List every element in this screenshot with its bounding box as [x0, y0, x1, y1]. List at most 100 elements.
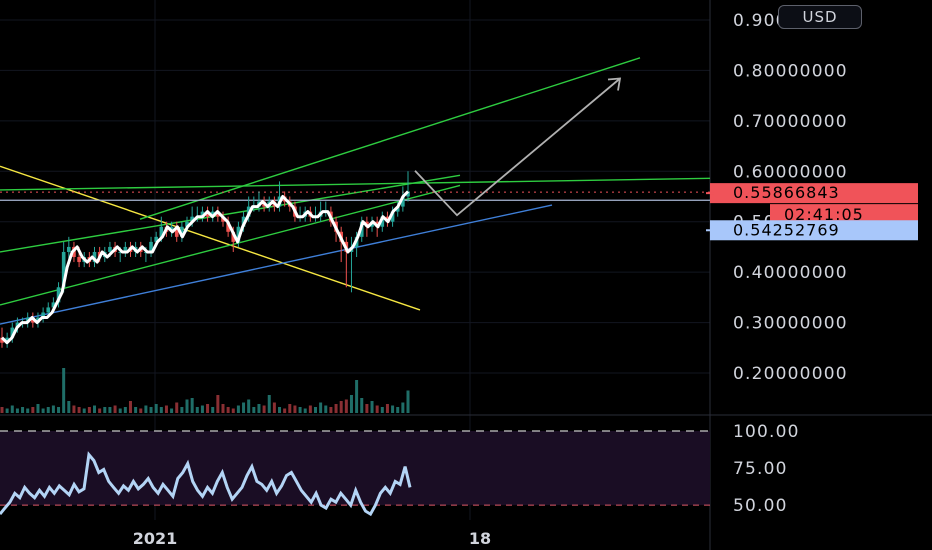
volume-bar — [319, 402, 323, 413]
volume-bar — [108, 407, 112, 413]
volume-bar — [380, 407, 384, 413]
volume-bar — [308, 405, 312, 413]
candle-body — [236, 226, 241, 242]
volume-bar — [360, 398, 364, 413]
volume-bar — [57, 407, 61, 413]
price-tick-label: 0.30000000 — [733, 314, 848, 334]
volume-bar — [375, 405, 379, 413]
candle-body — [380, 216, 385, 227]
volume-bar — [303, 408, 307, 413]
candle-body — [61, 251, 66, 288]
rsi-level-label: 75.00 — [733, 459, 788, 479]
volume-bar — [206, 404, 210, 413]
volume-bar — [195, 407, 199, 413]
volume-bar — [272, 402, 276, 413]
currency-button[interactable]: USD — [778, 5, 862, 29]
horizontal-level-tag — [710, 220, 918, 241]
projection-arrowhead — [607, 77, 622, 91]
volume-bar — [406, 390, 410, 413]
volume-bar — [396, 407, 400, 413]
volume-bar — [128, 401, 132, 413]
volume-bar — [67, 401, 71, 413]
volume-bar — [252, 407, 256, 413]
volume-bar — [144, 405, 148, 413]
volume-bar — [139, 408, 143, 413]
volume-bar — [313, 407, 317, 413]
candle-body — [401, 196, 405, 207]
volume-bar — [10, 405, 14, 413]
volume-bar — [221, 404, 225, 413]
volume-bar — [149, 407, 153, 413]
volume-bar — [334, 404, 338, 413]
candle-body — [5, 337, 9, 343]
volume-bar — [41, 408, 45, 413]
volume-bar — [98, 408, 102, 413]
volume-bar — [262, 405, 266, 413]
candle-body — [159, 226, 164, 237]
yellow-trendline — [0, 165, 421, 311]
volume-bar — [93, 405, 97, 413]
candle-body — [92, 251, 97, 263]
rsi-level-label: 50.00 — [733, 496, 788, 516]
candle-body — [185, 221, 189, 227]
volume-bar — [242, 402, 246, 413]
volume-bar — [180, 407, 184, 413]
candle-body — [123, 246, 128, 252]
candle-body — [10, 327, 15, 338]
volume-bar — [185, 399, 189, 413]
volume-bar — [190, 398, 194, 413]
countdown-tag — [770, 204, 918, 225]
volume-bar — [216, 395, 220, 413]
volume-bar — [170, 408, 174, 413]
volume-bar — [355, 380, 359, 413]
volume-bar — [211, 407, 215, 413]
volume-bar — [288, 404, 292, 413]
support-line — [0, 204, 553, 325]
volume-bar — [298, 407, 302, 413]
price-tick-label: 0.70000000 — [733, 112, 848, 132]
volume-bar — [283, 408, 287, 413]
candle-body — [390, 211, 395, 222]
candle-body — [210, 211, 215, 217]
volume-bar — [200, 405, 204, 413]
candle-body — [154, 236, 158, 242]
candle-body — [77, 257, 81, 263]
candle-body — [395, 206, 400, 212]
volume-bar — [62, 368, 66, 413]
close-line-path — [0, 190, 410, 345]
candle-body — [190, 216, 194, 222]
drawings[interactable] — [0, 57, 711, 325]
volume-bar — [87, 407, 91, 413]
candle-body — [118, 251, 123, 253]
volume-bar — [175, 402, 179, 413]
last-price-tag-text: 0.55866843 — [733, 183, 840, 202]
volume-bar — [339, 401, 343, 413]
time-tick-label: 2021 — [133, 529, 178, 548]
channel-lower-line — [0, 184, 461, 306]
rsi-line — [0, 451, 412, 517]
price-tags: 0.55866843 02:41:050.54252769 — [706, 183, 918, 241]
volume-bar — [46, 407, 50, 413]
volume-bar — [26, 408, 30, 413]
volume-bar — [31, 407, 35, 413]
volume-bar — [164, 405, 168, 413]
volume-bar — [103, 407, 107, 413]
volume-bar — [385, 404, 389, 413]
volume-bar — [370, 401, 374, 413]
volume-bar — [344, 399, 348, 413]
time-axis[interactable]: 2021 18 — [133, 529, 491, 548]
candle-body — [406, 191, 410, 197]
volume-bar — [278, 407, 282, 413]
horizontal-resistance-line — [0, 177, 711, 191]
rsi-pane: 100.00 75.00 50.00 — [0, 422, 798, 517]
rising-channel-line — [139, 57, 641, 220]
last-price-tag — [710, 183, 918, 204]
volume-bar — [159, 407, 163, 413]
volume-bar — [134, 407, 138, 413]
volume-bar — [82, 408, 86, 413]
volume-bar — [72, 405, 76, 413]
volume-bar — [247, 399, 251, 413]
time-tick-label: 18 — [469, 529, 491, 548]
